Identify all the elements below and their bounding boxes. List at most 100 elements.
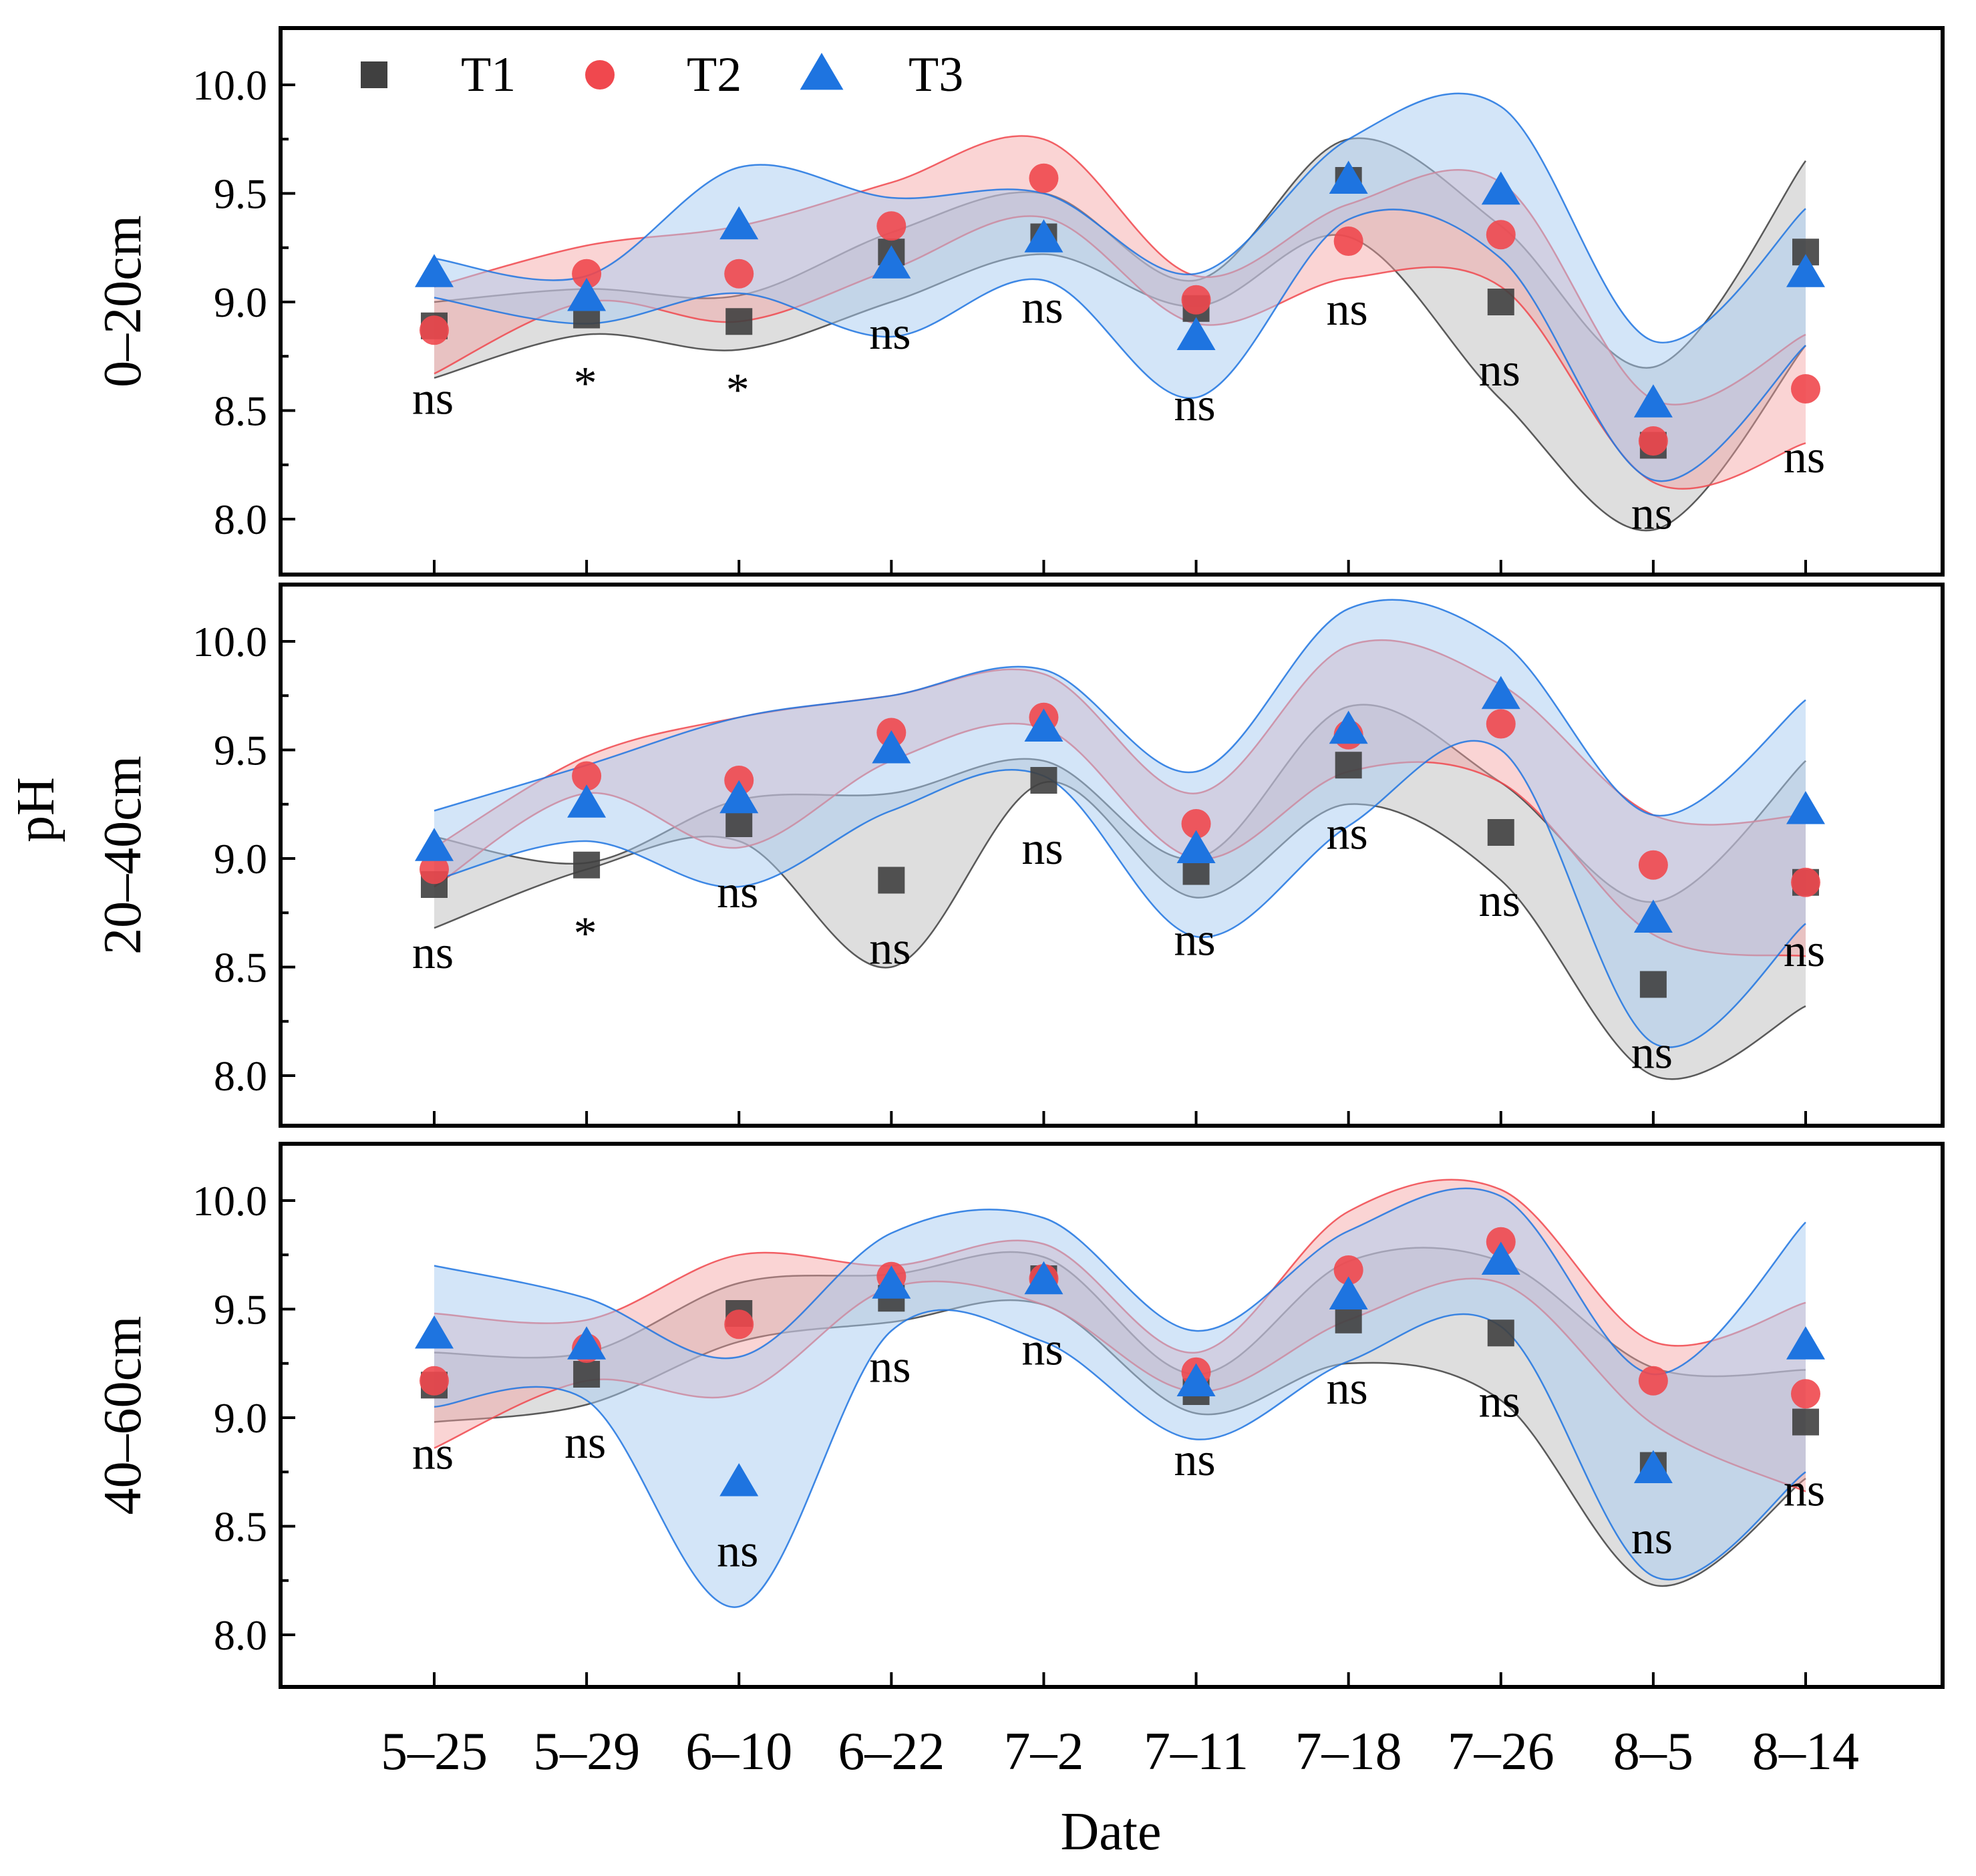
point-t3: [1786, 791, 1825, 824]
significance-label: ns: [1327, 808, 1368, 859]
significance-label: ns: [1479, 1376, 1520, 1427]
point-t2: [724, 259, 754, 289]
legend-marker-t1: [361, 61, 387, 88]
point-t2: [1638, 426, 1668, 456]
point-t2: [1029, 163, 1059, 193]
y-tick-label: 8.5: [214, 1503, 267, 1551]
significance-label: ns: [869, 308, 911, 359]
significance-label: ns: [1479, 875, 1520, 927]
x-tick-label: 7–26: [1448, 1722, 1554, 1781]
band-area-t3: [434, 93, 1806, 482]
panel-depth-label: 20–40cm: [94, 756, 152, 955]
panel-depth-label: 0–20cm: [94, 215, 152, 387]
point-t1: [725, 810, 753, 837]
y-tick-label: 9.0: [214, 279, 267, 326]
panels-layer: ns * * ns ns ns ns ns ns ns 8.0 8.5 9.0 9.5 10.0 0–20cm…: [94, 26, 1945, 1689]
point-t2: [1181, 285, 1211, 315]
point-t3: [415, 1315, 454, 1349]
point-t3: [1481, 1241, 1520, 1275]
significance-label: ns: [1784, 432, 1825, 483]
significance-label: ns: [1327, 1363, 1368, 1414]
point-t1: [725, 308, 753, 335]
y-tick-label: 9.5: [214, 727, 267, 774]
point-t3: [1633, 384, 1673, 418]
x-axis: 5–25 5–29 6–10 6–22 7–2 7–11 7–18 7–26 8–5 8–14: [381, 1722, 1859, 1781]
band-lower-t3: [434, 208, 1806, 482]
point-t1: [1487, 1319, 1514, 1347]
x-tick-label: 6–22: [838, 1722, 945, 1781]
significance-label: ns: [1327, 284, 1368, 335]
point-t2: [1791, 867, 1820, 897]
point-t1: [1487, 289, 1514, 315]
significance-label: ns: [717, 867, 758, 918]
x-tick-label: 7–18: [1295, 1722, 1402, 1781]
point-t2: [1486, 220, 1516, 250]
y-tick-label: 9.0: [214, 1394, 267, 1442]
point-t2: [1638, 1366, 1668, 1396]
y-tick-label: 8.5: [214, 944, 267, 991]
point-t3: [1329, 1276, 1368, 1309]
point-t1: [1792, 1408, 1819, 1436]
panel-frame: [279, 1142, 1945, 1689]
y-tick-label: 8.0: [214, 1611, 267, 1659]
point-t3: [1024, 1261, 1063, 1295]
band-upper-t3: [434, 599, 1806, 817]
legend-label-t3: T3: [909, 47, 963, 102]
significance-label: ns: [869, 923, 911, 975]
y-tick-label: 8.0: [214, 496, 267, 543]
point-t3: [1176, 830, 1216, 863]
y-tick-label: 9.5: [214, 170, 267, 218]
point-t3: [415, 828, 454, 861]
legend-marker-t3: [800, 53, 844, 90]
point-t1: [573, 1361, 601, 1388]
significance-label: *: [574, 908, 597, 959]
legend-label-t2: T2: [687, 47, 742, 102]
x-tick-label: 8–5: [1613, 1722, 1693, 1781]
band-lower-t3: [434, 1309, 1806, 1608]
legend-label-t1: T1: [461, 47, 516, 102]
significance-label: ns: [1174, 1434, 1215, 1486]
point-t2: [420, 854, 449, 885]
point-t3: [1633, 1450, 1673, 1483]
point-t3: [1786, 254, 1825, 287]
band-upper-t3: [434, 92, 1806, 344]
point-t2: [724, 1309, 754, 1340]
y-tick-label: 10.0: [192, 61, 267, 109]
panel-2: ns * ns ns ns ns ns ns ns ns 8.0 8.5 9.0 9.5 10.0 20–40…: [94, 583, 1945, 1128]
point-t3: [567, 1326, 607, 1360]
point-t3: [1786, 1326, 1825, 1360]
significance-label: ns: [1479, 345, 1520, 396]
significance-label: ns: [1631, 488, 1673, 540]
x-tick-label: 7–11: [1144, 1722, 1249, 1781]
x-tick-label: 7–2: [1003, 1722, 1084, 1781]
x-tick-label: 5–25: [381, 1722, 488, 1781]
band-area-t1: [434, 138, 1806, 531]
point-t3: [872, 730, 911, 764]
significance-label: *: [726, 364, 750, 416]
significance-label: ns: [1021, 1323, 1063, 1375]
point-t3: [567, 278, 607, 311]
significance-label: ns: [869, 1341, 911, 1392]
significance-label: *: [574, 358, 597, 410]
significance-label: ns: [564, 1417, 606, 1468]
point-t3: [719, 780, 759, 814]
significance-label: ns: [1784, 925, 1825, 977]
x-axis-title: Date: [1060, 1803, 1161, 1861]
significance-label: ns: [1631, 1028, 1673, 1079]
legend: T1 T2 T3: [361, 47, 963, 102]
point-t3: [872, 245, 911, 279]
point-t3: [1024, 708, 1063, 742]
point-t1: [1030, 767, 1057, 794]
significance-label: ns: [412, 927, 454, 979]
significance-label: ns: [1784, 1465, 1825, 1517]
significance-label: ns: [1631, 1513, 1673, 1564]
point-t3: [719, 206, 759, 240]
band-lower-t3: [434, 740, 1806, 1048]
band-area-t3: [434, 599, 1806, 1048]
significance-label: ns: [412, 1428, 454, 1479]
y-tick-label: 9.5: [214, 1286, 267, 1334]
significance-label: ns: [1021, 282, 1063, 333]
point-t1: [1487, 819, 1514, 846]
point-t3: [719, 1463, 759, 1497]
